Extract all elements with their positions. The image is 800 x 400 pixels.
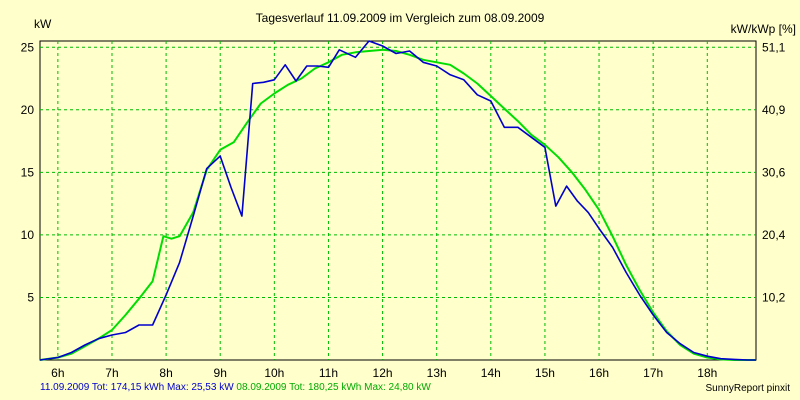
y-tick-label-left: 20 [21,103,35,117]
chart-footer: 11.09.2009 Tot: 174,15 kWh Max: 25,53 kW… [40,382,431,393]
y-tick-label-right: 20,4 [762,228,786,242]
x-tick-label: 14h [481,366,501,380]
x-tick-label: 8h [159,366,172,380]
x-tick-label: 10h [264,366,284,380]
y-tick-label-left: 25 [21,40,35,54]
series-line-blue [39,40,756,361]
chart-title: Tagesverlauf 11.09.2009 im Vergleich zum… [255,11,545,25]
y-tick-label-right: 10,2 [762,290,786,304]
x-tick-label: 13h [427,366,447,380]
footer-blue-summary: 11.09.2009 Tot: 174,15 kWh Max: 25,53 kW [40,382,234,393]
x-tick-label: 7h [105,366,118,380]
y-tick-label-left: 15 [21,165,35,179]
y-tick-label-right: 40,9 [762,103,786,117]
y-tick-label-left: 5 [27,290,34,304]
x-tick-label: 6h [51,366,64,380]
x-tick-label: 9h [214,366,227,380]
x-tick-label: 17h [643,366,663,380]
x-tick-label: 11h [319,366,338,380]
series-line-green [39,48,756,361]
y-tick-label-right: 51,1 [762,40,786,54]
footer-green-summary: 08.09.2009 Tot: 180,25 kWh Max: 24,80 kW [236,382,431,393]
y-tick-label-left: 10 [21,228,35,242]
x-tick-label: 12h [373,366,393,380]
plot-frame [39,40,757,361]
x-tick-label: 16h [589,366,609,380]
x-tick-label: 15h [535,366,555,380]
x-tick-label: 18h [697,366,717,380]
y-tick-label-right: 30,6 [762,165,786,179]
credit-text: SunnyReport pinxit [705,383,791,394]
y-axis-label-right: kW/kWp [%] [730,22,796,36]
y-axis-label-left: kW [34,17,52,31]
